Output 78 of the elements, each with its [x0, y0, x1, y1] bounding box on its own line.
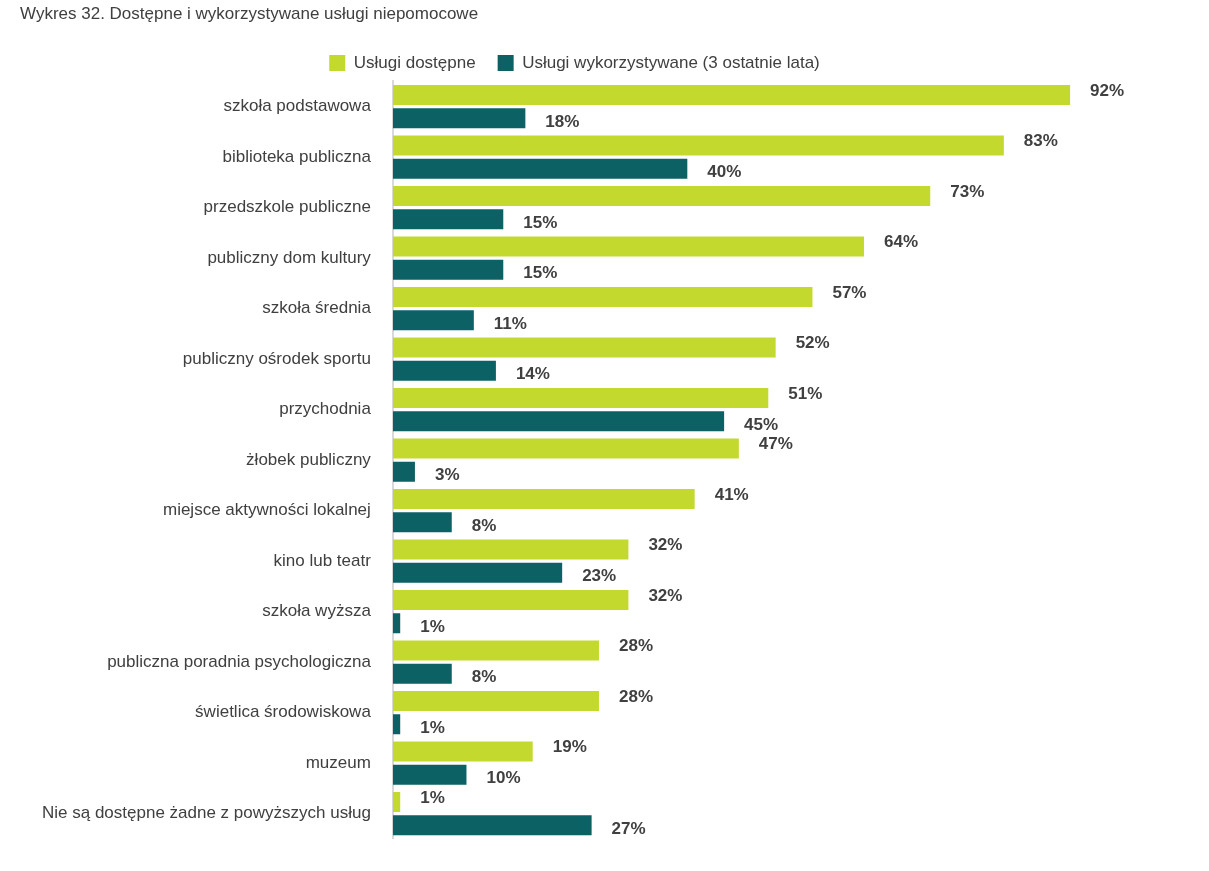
- data-label: 10%: [486, 768, 521, 788]
- data-label: 15%: [523, 263, 558, 283]
- bar: [392, 310, 474, 331]
- y-tick-label: przychodnia: [279, 399, 372, 419]
- legend-label: Usługi wykorzystywane (3 ostatnie lata): [522, 52, 820, 72]
- data-label: 1%: [420, 717, 445, 737]
- data-label: 92%: [1090, 80, 1125, 100]
- bar: [392, 85, 1071, 106]
- y-tick-label: szkoła średnia: [262, 298, 372, 318]
- bar: [392, 690, 599, 711]
- y-tick-label: publiczny dom kultury: [207, 247, 372, 267]
- data-label: 28%: [618, 686, 653, 706]
- bar: [392, 791, 401, 812]
- data-label: 19%: [552, 737, 587, 757]
- y-tick-label: biblioteka publiczna: [222, 146, 372, 166]
- data-label: 18%: [545, 111, 580, 131]
- y-tick-label: przedszkole publiczne: [203, 197, 371, 217]
- data-label: 1%: [420, 616, 445, 636]
- bar: [392, 741, 533, 762]
- bar: [392, 764, 467, 785]
- data-label: 64%: [883, 232, 919, 252]
- y-tick-label: muzeum: [305, 752, 371, 772]
- y-tick-label: publiczny ośrodek sportu: [182, 348, 371, 368]
- y-tick-label: kino lub teatr: [273, 550, 372, 570]
- y-tick-label: żłobek publiczny: [246, 449, 372, 469]
- data-label: 51%: [788, 383, 823, 403]
- y-tick-label: szkoła podstawowa: [223, 96, 372, 116]
- data-label: 40%: [707, 162, 742, 182]
- bar: [392, 236, 864, 257]
- bar: [392, 209, 504, 230]
- data-label: 47%: [758, 434, 793, 454]
- bar: [392, 714, 401, 735]
- bar: [392, 186, 931, 207]
- bar: [392, 539, 629, 560]
- bar: [392, 388, 769, 408]
- data-label: 11%: [493, 313, 527, 333]
- y-tick-label: Nie są dostępne żadne z powyższych usług: [41, 803, 371, 823]
- bar: [392, 589, 629, 610]
- data-label: 14%: [515, 364, 550, 384]
- data-label: 32%: [648, 585, 683, 605]
- data-label: 3%: [434, 465, 460, 485]
- data-label: 52%: [795, 333, 830, 353]
- data-label: 1%: [420, 787, 445, 807]
- bar: [392, 411, 725, 432]
- bar: [392, 337, 776, 358]
- data-label: 23%: [582, 566, 617, 586]
- bar: [392, 135, 1004, 156]
- bar: [392, 287, 813, 307]
- bar: [392, 108, 526, 129]
- bar: [392, 613, 401, 634]
- data-label: 8%: [471, 667, 497, 687]
- data-label: 57%: [832, 282, 867, 302]
- y-tick-label: świetlica środowiskowa: [195, 702, 372, 722]
- data-label: 83%: [1023, 131, 1058, 151]
- bar: [392, 461, 415, 482]
- data-label: 73%: [950, 181, 985, 201]
- data-label: 8%: [471, 515, 497, 535]
- bar: [392, 259, 504, 280]
- text: Wykres 32. Dostępne i wykorzystywane usługi niepomocowe: [20, 3, 479, 23]
- data-label: 15%: [523, 212, 558, 232]
- bar: [392, 663, 452, 684]
- y-tick-label: szkoła wyższa: [262, 601, 372, 621]
- y-tick-label: publiczna poradnia psychologiczna: [107, 651, 372, 671]
- bar: [392, 562, 563, 583]
- data-label: 27%: [611, 818, 646, 838]
- bar: [392, 438, 739, 459]
- bar: [392, 815, 592, 836]
- legend-label: Usługi dostępne: [353, 52, 476, 72]
- bar: [392, 360, 496, 381]
- bar: [392, 488, 695, 509]
- bar: [392, 158, 688, 179]
- y-tick-label: miejsce aktywności lokalnej: [162, 500, 371, 520]
- data-label: 41%: [714, 484, 749, 504]
- bar: [392, 512, 452, 533]
- data-label: 28%: [618, 636, 653, 656]
- data-label: 32%: [648, 535, 683, 555]
- bar: [392, 640, 599, 661]
- data-label: 45%: [744, 414, 779, 434]
